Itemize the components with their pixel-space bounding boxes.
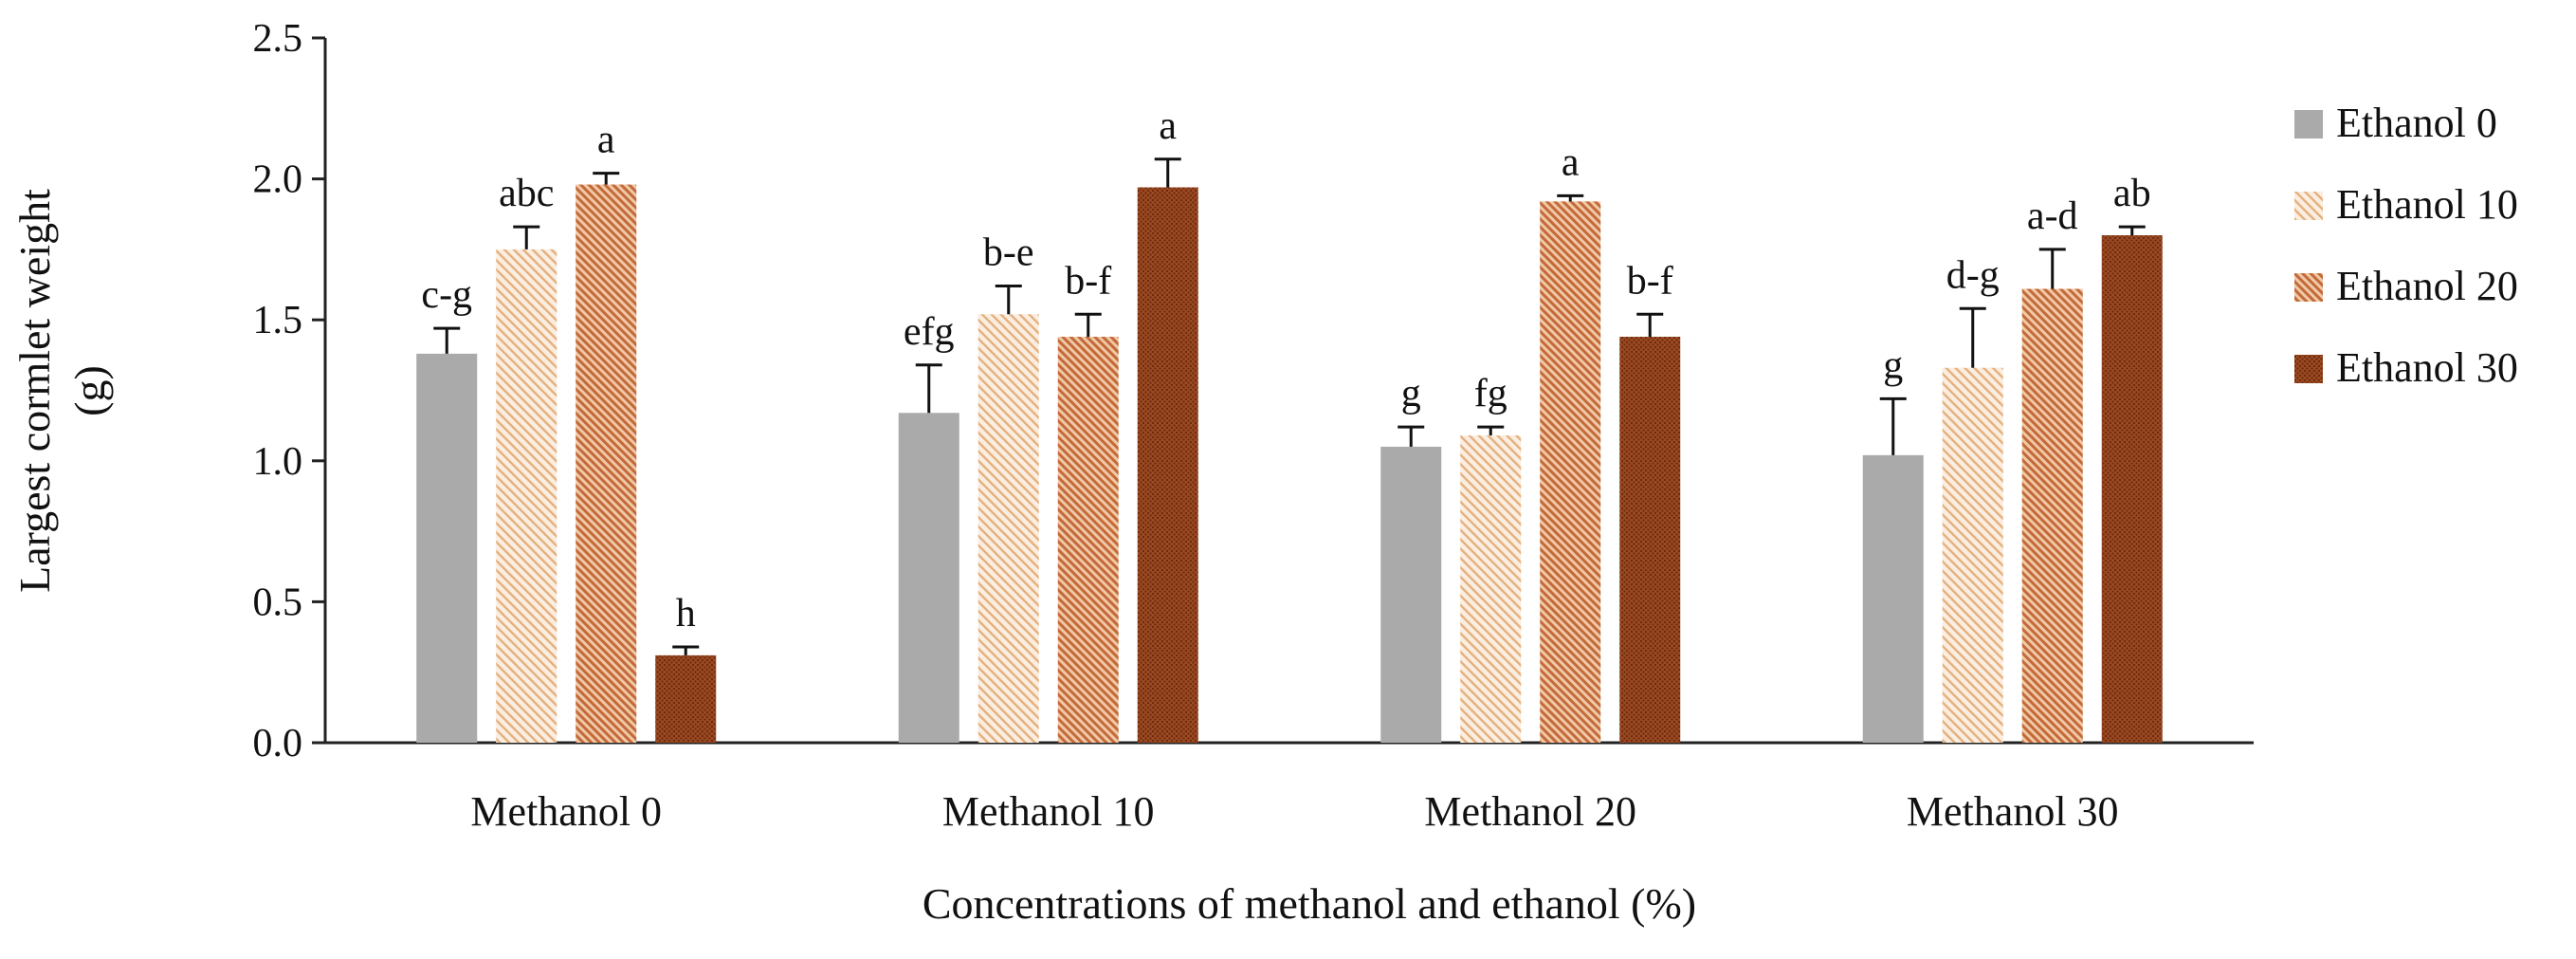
bar xyxy=(1942,367,2003,743)
significance-letter: b-e xyxy=(983,231,1034,275)
significance-letter: h xyxy=(676,592,696,636)
significance-letter: abc xyxy=(499,172,554,215)
significance-letter: ab xyxy=(2113,172,2151,215)
y-tick-label: 2.5 xyxy=(253,17,303,61)
legend-label: Ethanol 20 xyxy=(2336,263,2518,309)
y-tick-label: 0.0 xyxy=(253,722,303,765)
x-tick-label: Methanol 30 xyxy=(1907,788,2119,835)
y-tick-label: 0.5 xyxy=(253,581,303,624)
y-tick-label: 1.5 xyxy=(253,299,303,342)
bar xyxy=(1137,187,1198,744)
legend-swatch xyxy=(2294,192,2323,220)
significance-letter: g xyxy=(1401,372,1421,415)
bar xyxy=(575,184,637,743)
significance-letter: a xyxy=(1562,140,1580,184)
bar xyxy=(655,655,717,743)
bar xyxy=(1380,446,1442,743)
bar xyxy=(1862,454,1924,743)
significance-letter: g xyxy=(1883,343,1903,387)
y-tick-label: 2.0 xyxy=(253,158,303,202)
bar xyxy=(1057,337,1119,743)
bar xyxy=(416,353,478,743)
significance-letter: a-d xyxy=(2027,194,2078,238)
bar xyxy=(2021,288,2083,743)
bar xyxy=(1619,337,1681,743)
bar xyxy=(2101,235,2163,744)
significance-letter: c-g xyxy=(421,273,472,317)
y-axis-title-line1: Largest cormlet weight xyxy=(10,189,59,593)
significance-letter: a xyxy=(597,119,615,162)
bar xyxy=(1540,201,1601,744)
x-tick-label: Methanol 20 xyxy=(1424,788,1636,835)
significance-letter: b-f xyxy=(1065,259,1111,303)
significance-letter: fg xyxy=(1474,372,1507,415)
legend-swatch xyxy=(2294,355,2323,383)
significance-letter: d-g xyxy=(1946,253,2000,297)
y-axis-title-line2: (g) xyxy=(65,365,114,416)
legend-swatch xyxy=(2294,273,2323,302)
bar xyxy=(496,249,557,743)
significance-letter: a xyxy=(1159,104,1177,148)
bar xyxy=(898,413,959,743)
legend-label: Ethanol 10 xyxy=(2336,181,2518,228)
x-tick-label: Methanol 0 xyxy=(470,788,662,835)
x-axis-title: Concentrations of methanol and ethanol (… xyxy=(923,879,1696,928)
significance-letter: efg xyxy=(904,310,955,354)
legend-label: Ethanol 30 xyxy=(2336,344,2518,391)
bar xyxy=(1460,435,1522,743)
y-tick-label: 1.0 xyxy=(253,440,303,484)
legend-swatch xyxy=(2294,110,2323,138)
bar xyxy=(977,314,1039,743)
legend-label: Ethanol 0 xyxy=(2336,100,2497,146)
x-tick-label: Methanol 10 xyxy=(942,788,1155,835)
significance-letter: b-f xyxy=(1627,259,1673,303)
